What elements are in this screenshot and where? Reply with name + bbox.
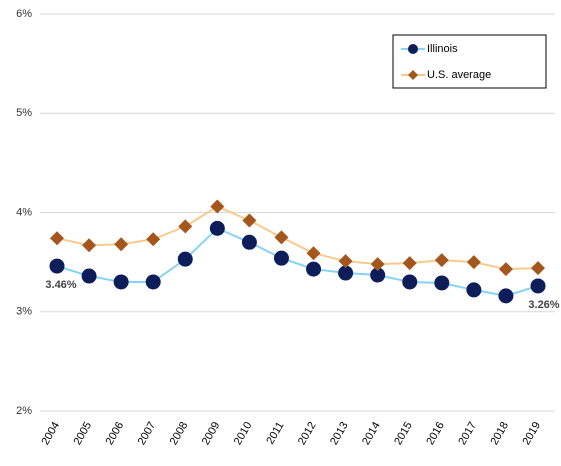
marker xyxy=(402,256,417,271)
x-tick-label: 2013 xyxy=(328,420,351,447)
x-tick-label: 2017 xyxy=(456,420,479,447)
marker xyxy=(274,230,289,245)
y-tick-label: 3% xyxy=(16,306,32,318)
y-tick-label: 6% xyxy=(16,8,32,20)
legend-marker xyxy=(408,44,418,54)
marker xyxy=(531,261,545,276)
marker xyxy=(50,231,64,246)
marker xyxy=(210,199,225,214)
marker xyxy=(498,288,514,304)
x-tick-label: 2005 xyxy=(72,420,95,447)
legend-label: Illinois xyxy=(427,43,458,55)
x-tick-label: 2004 xyxy=(39,420,62,447)
legend-box xyxy=(392,34,547,89)
x-tick-label: 2008 xyxy=(168,420,191,447)
marker xyxy=(530,278,546,294)
marker xyxy=(242,213,257,228)
marker xyxy=(241,234,257,250)
x-tick-label: 2011 xyxy=(264,420,286,446)
marker xyxy=(81,268,97,284)
x-tick-label: 2018 xyxy=(488,420,511,447)
marker xyxy=(370,257,385,272)
marker xyxy=(82,238,97,253)
x-tick-label: 2016 xyxy=(424,420,447,447)
marker xyxy=(306,261,322,277)
marker xyxy=(434,275,450,291)
marker xyxy=(209,220,225,236)
x-tick-label: 2015 xyxy=(392,420,415,447)
y-tick-label: 5% xyxy=(16,107,32,119)
x-tick-label: 2019 xyxy=(520,420,543,447)
x-tick-label: 2012 xyxy=(296,420,319,447)
marker xyxy=(434,253,449,268)
x-tick-label: 2009 xyxy=(200,420,223,447)
marker xyxy=(498,262,513,277)
marker xyxy=(49,258,65,274)
data-label: 3.26% xyxy=(528,299,559,311)
series-line xyxy=(56,205,539,271)
marker xyxy=(306,246,321,261)
marker xyxy=(114,237,129,252)
marker xyxy=(370,267,386,283)
marker xyxy=(145,274,161,290)
data-label: 3.46% xyxy=(45,279,76,291)
marker xyxy=(178,219,193,234)
legend-marker xyxy=(408,70,418,80)
y-tick-label: 4% xyxy=(16,206,32,218)
x-tick-label: 2006 xyxy=(104,420,127,447)
marker xyxy=(402,274,418,290)
legend-label: U.S. average xyxy=(427,69,491,81)
marker xyxy=(466,255,481,270)
marker xyxy=(146,232,161,247)
y-tick-label: 2% xyxy=(16,405,32,417)
marker xyxy=(273,250,289,266)
x-tick-label: 2010 xyxy=(232,420,255,447)
marker xyxy=(177,251,193,267)
series-line xyxy=(56,227,539,297)
marker xyxy=(466,282,482,298)
marker xyxy=(338,254,353,269)
x-tick-label: 2007 xyxy=(136,420,159,447)
marker xyxy=(338,265,354,281)
x-tick-label: 2014 xyxy=(360,420,383,447)
marker xyxy=(113,274,129,290)
